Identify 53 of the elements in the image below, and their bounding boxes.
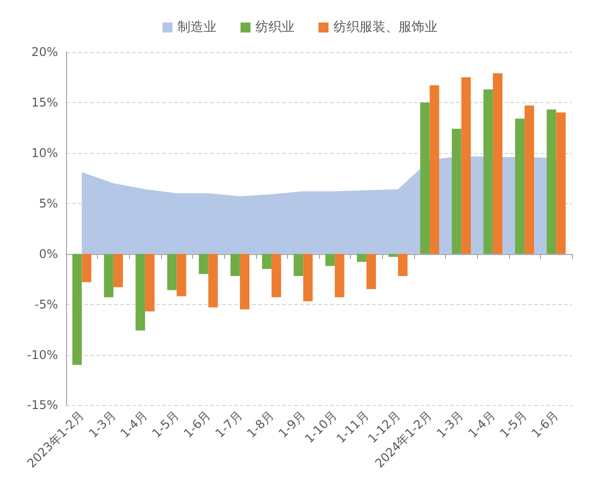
legend-label: 纺织服装、服饰业	[334, 20, 438, 35]
bar	[82, 254, 92, 282]
bar	[208, 254, 218, 308]
bar	[145, 254, 155, 312]
bar	[483, 89, 493, 254]
bar	[366, 254, 376, 290]
y-tick-label: 10%	[31, 146, 58, 160]
x-tick-label: 1-5月	[497, 408, 530, 440]
legend-label: 制造业	[178, 20, 216, 35]
bar	[176, 254, 186, 296]
x-tick-label: 1-4月	[466, 408, 498, 440]
y-tick-label: 20%	[31, 45, 58, 59]
bar	[546, 110, 556, 254]
bar	[262, 254, 272, 269]
y-tick-label: -15%	[26, 398, 58, 412]
bar	[167, 254, 177, 290]
bar	[113, 254, 123, 288]
x-tick-label: 1-5月	[149, 408, 182, 440]
bar	[452, 128, 462, 254]
x-tick-label: 1-8月	[244, 408, 277, 440]
bar	[272, 254, 282, 298]
legend-label: 纺织业	[256, 20, 294, 35]
x-tick-label: 1-3月	[434, 408, 466, 440]
y-tick-label: 0%	[38, 246, 58, 261]
x-tick-label: 1-6月	[181, 408, 214, 440]
bar	[461, 77, 471, 254]
y-tick-label: -10%	[26, 348, 58, 362]
bar	[198, 254, 208, 274]
bar	[104, 254, 114, 298]
bar	[515, 118, 525, 254]
bar	[388, 254, 398, 257]
bar	[303, 254, 313, 302]
bar	[72, 254, 82, 365]
x-tick-label: 1-6月	[528, 408, 562, 440]
bar	[524, 105, 534, 254]
x-tick-label: 1-4月	[118, 408, 150, 440]
bar	[356, 254, 366, 262]
x-tick-label: 1-7月	[212, 408, 245, 440]
y-tick-label: 15%	[31, 95, 58, 110]
y-tick-label: -5%	[34, 297, 58, 312]
bar	[230, 254, 240, 276]
bar	[325, 254, 335, 266]
bar	[492, 73, 502, 254]
bar	[430, 85, 440, 254]
y-tick-label: 5%	[38, 196, 58, 210]
bar	[240, 254, 250, 310]
x-tick-label: 1-3月	[86, 408, 118, 440]
bar	[294, 254, 304, 276]
bar	[556, 112, 566, 254]
bar	[420, 102, 430, 254]
bar	[136, 254, 146, 331]
bar	[334, 254, 344, 298]
bar	[398, 254, 408, 276]
